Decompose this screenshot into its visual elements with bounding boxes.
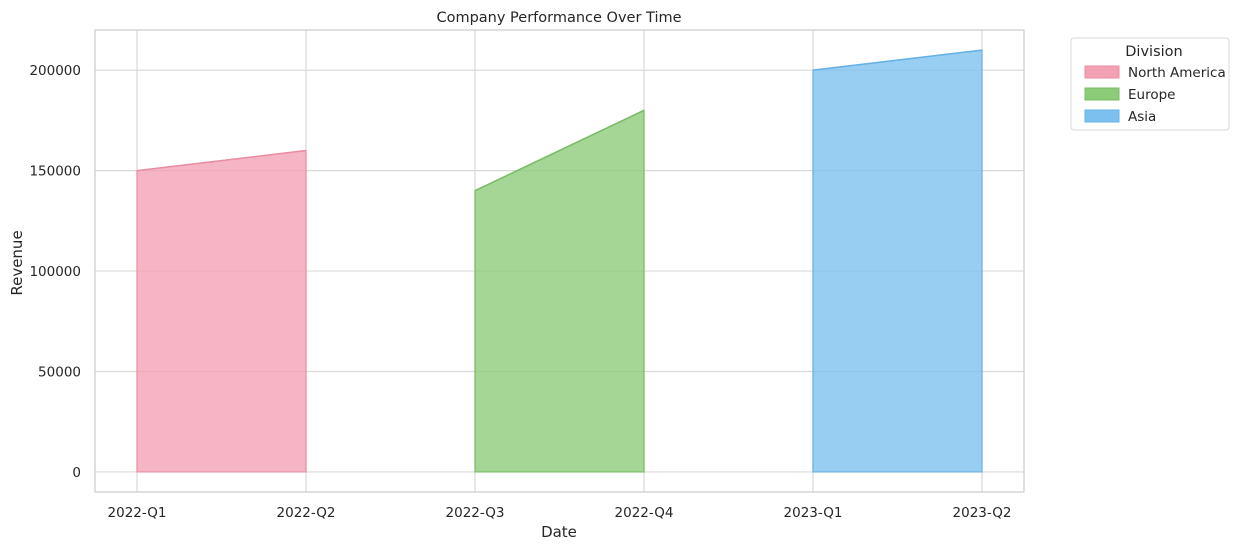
area-series-edge: [812, 49, 983, 71]
legend-label: North America: [1128, 65, 1226, 81]
x-tick-label: 2022-Q2: [277, 505, 336, 521]
area-series: [812, 49, 983, 473]
x-tick-label: 2023-Q2: [953, 505, 1012, 521]
legend-items: North America Europe Asia: [1084, 65, 1226, 125]
y-tick-label: 100000: [29, 264, 81, 280]
y-tick-label: 0: [72, 465, 81, 481]
y-tick-label: 150000: [29, 164, 81, 180]
legend: Division North America Europe Asia: [1070, 37, 1230, 131]
x-tick-label: 2022-Q1: [108, 505, 167, 521]
chart-title: Company Performance Over Time: [436, 10, 681, 26]
area-series-edge: [136, 149, 307, 172]
legend-box: [1070, 37, 1230, 131]
legend-swatch: [1084, 87, 1120, 101]
y-tick-label: 50000: [38, 364, 81, 380]
legend-title: Division: [1125, 44, 1182, 60]
area-series-edge: [474, 109, 645, 192]
y-tick-labels: 0 50000 100000 150000 200000: [29, 63, 81, 481]
y-axis-label: Revenue: [8, 230, 26, 295]
x-axis-label: Date: [541, 523, 577, 541]
x-tick-label: 2023-Q1: [784, 505, 843, 521]
legend-label: Asia: [1128, 109, 1156, 125]
x-tick-labels: 2022-Q1 2022-Q2 2022-Q3 2022-Q4 2023-Q1 2023-…: [108, 505, 1012, 521]
area-series: [136, 149, 307, 473]
y-tick-label: 200000: [29, 63, 81, 79]
series-areas: [136, 49, 983, 473]
legend-swatch: [1084, 109, 1120, 123]
x-tick-label: 2022-Q4: [615, 505, 674, 521]
legend-label: Europe: [1128, 87, 1175, 103]
plot-frame: [94, 29, 1025, 493]
legend-swatch: [1084, 65, 1120, 79]
x-tick-label: 2022-Q3: [446, 505, 505, 521]
